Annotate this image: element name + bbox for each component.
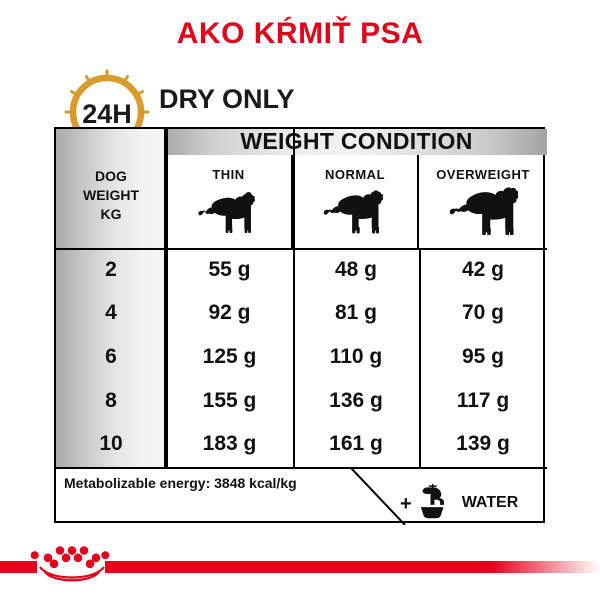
svg-text:24H: 24H: [82, 99, 132, 129]
